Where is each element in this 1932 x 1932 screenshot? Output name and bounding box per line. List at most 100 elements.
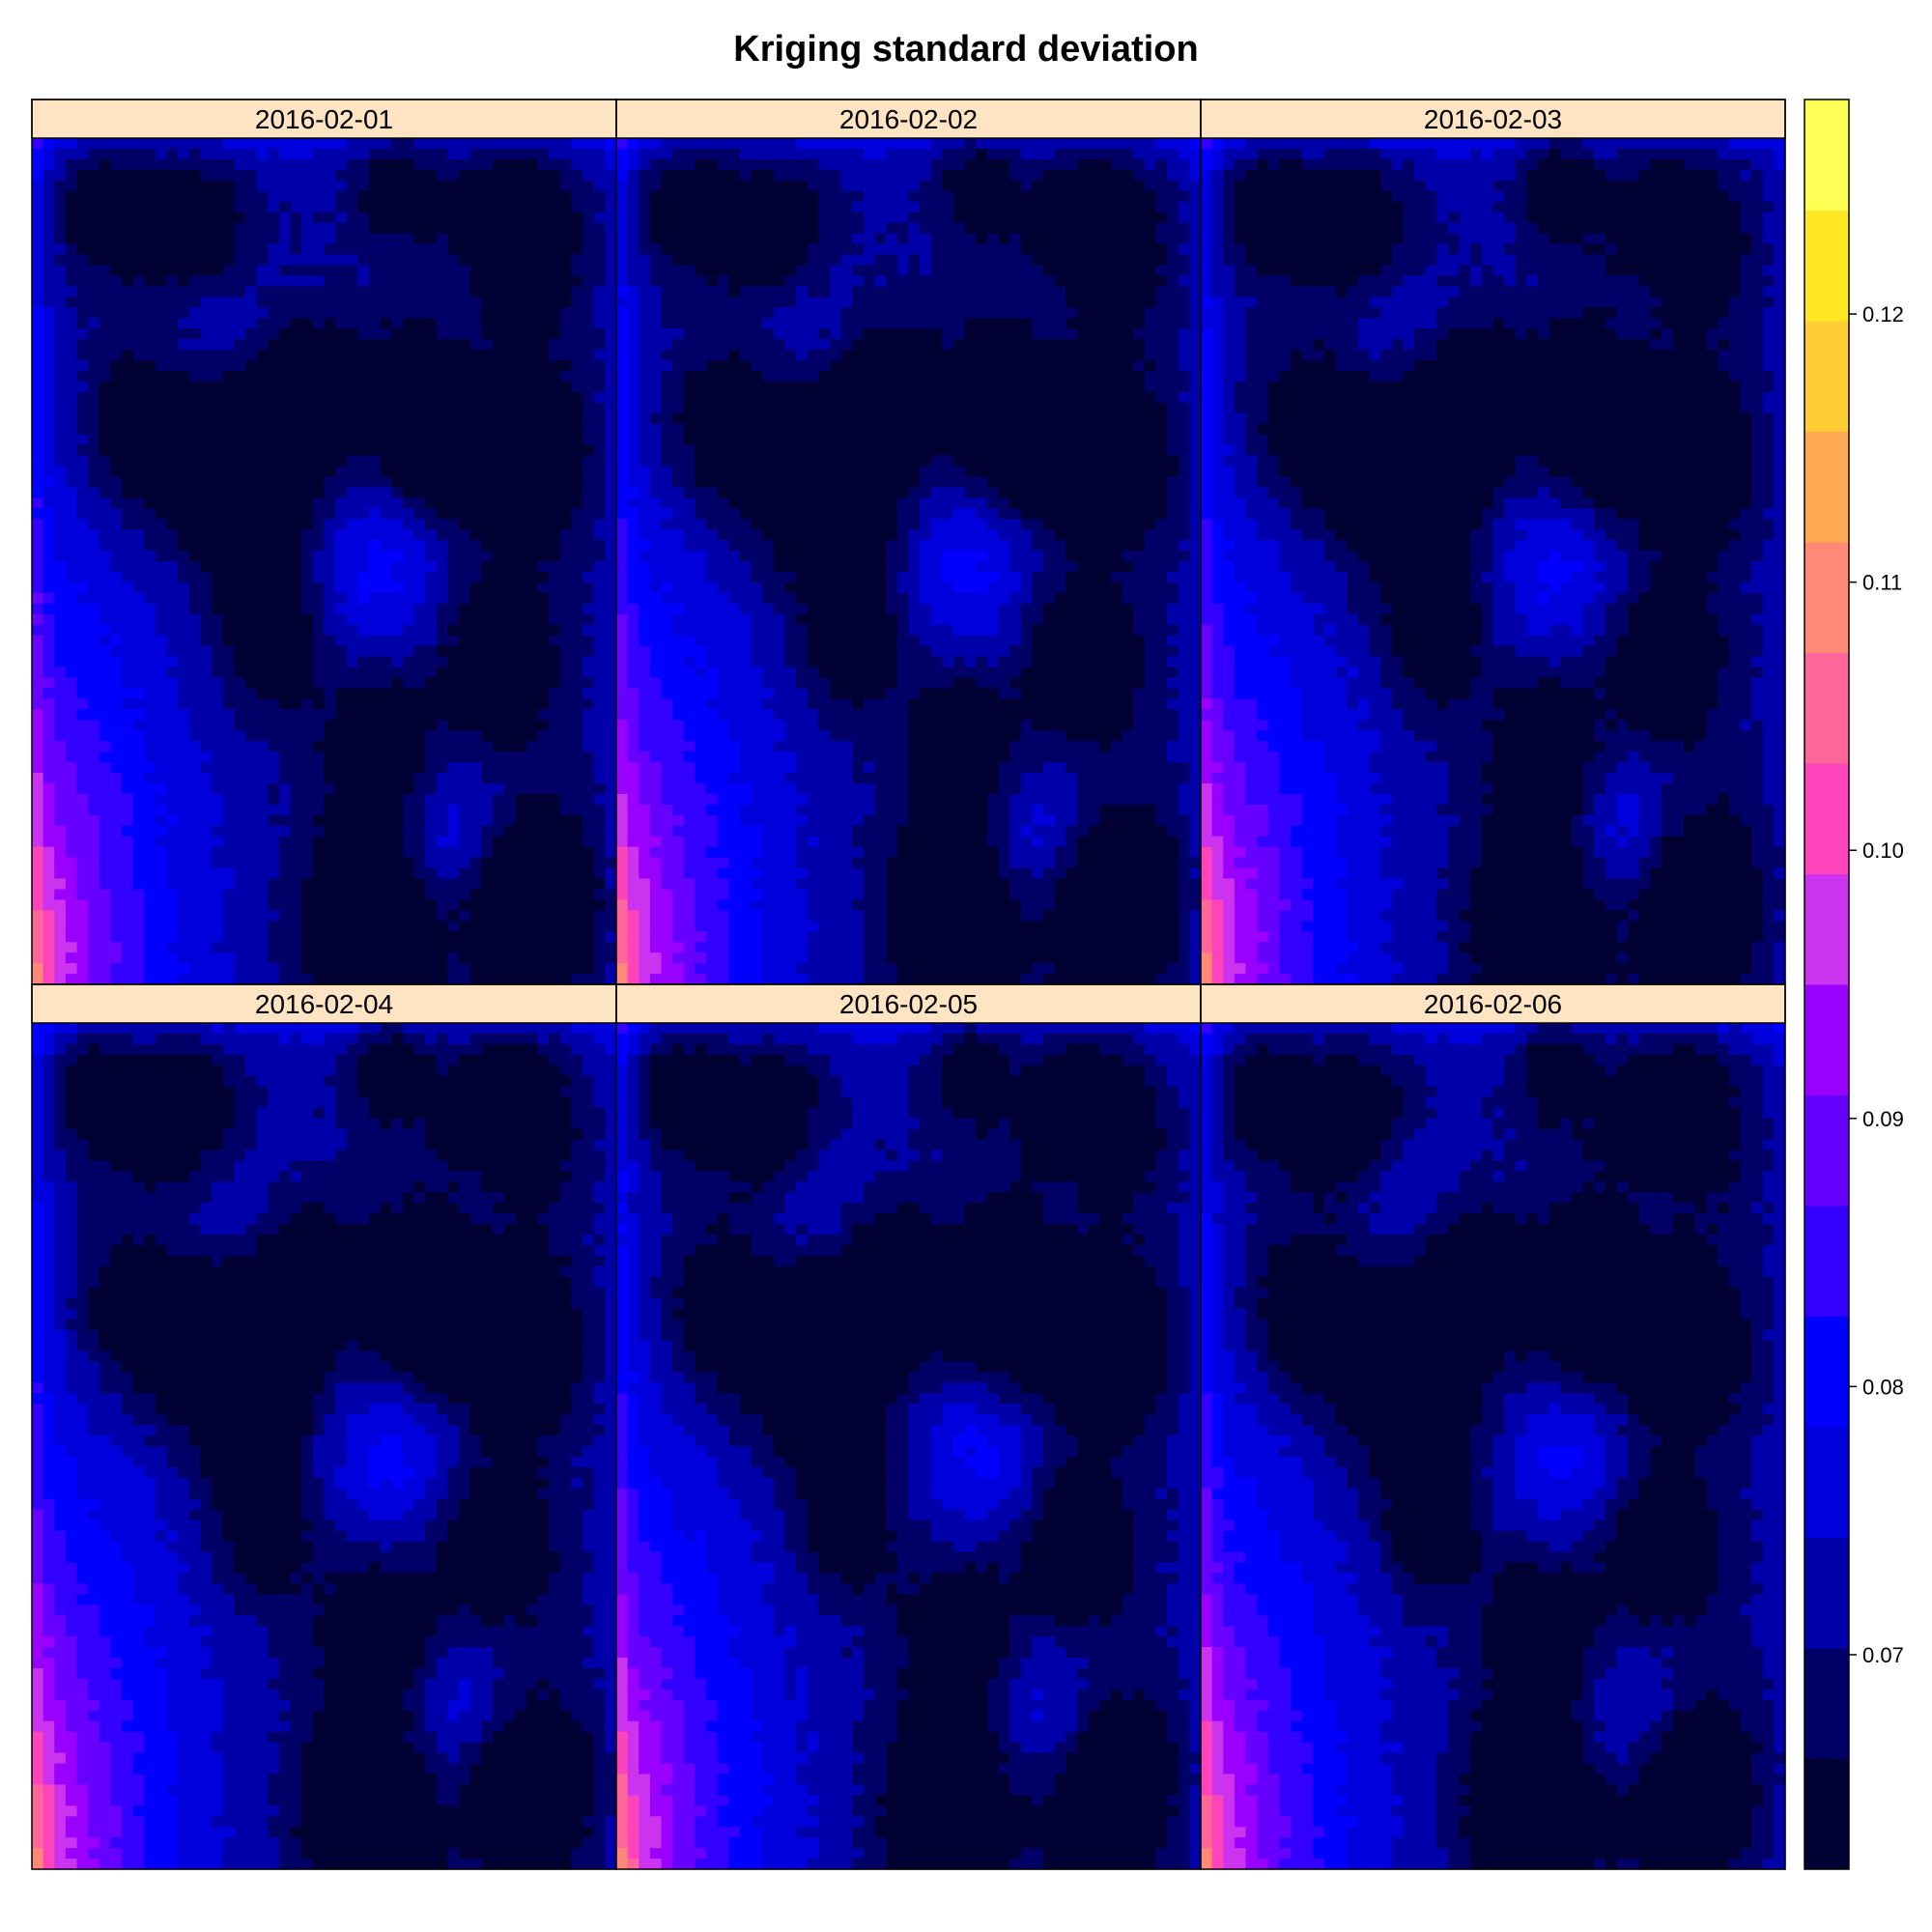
heatmap-cell (560, 244, 572, 256)
heatmap-cell (1089, 297, 1100, 308)
heatmap-cell (447, 826, 459, 838)
heatmap-cell (391, 837, 403, 848)
heatmap-cell (1133, 181, 1145, 192)
heatmap-cell (515, 698, 526, 710)
heatmap-cell (223, 794, 235, 806)
heatmap-cell (189, 339, 201, 351)
heatmap-cell (234, 328, 245, 340)
heatmap-cell (201, 286, 213, 298)
heatmap-cell (313, 677, 325, 689)
heatmap-cell (1043, 265, 1055, 276)
heatmap-cell (1055, 265, 1066, 276)
heatmap-cell (245, 202, 257, 213)
heatmap-cell (88, 191, 99, 203)
heatmap-cell (560, 963, 572, 975)
heatmap-cell (942, 202, 953, 213)
heatmap-cell (628, 138, 639, 150)
heatmap-cell (605, 952, 616, 964)
heatmap-cell (88, 720, 99, 731)
heatmap-cell (212, 382, 223, 393)
heatmap-cell (481, 604, 493, 615)
heatmap-cell (470, 456, 482, 468)
heatmap-cell (133, 435, 145, 446)
heatmap-cell (414, 709, 426, 721)
heatmap-cell (571, 931, 582, 943)
heatmap-cell (156, 307, 167, 319)
heatmap-cell (347, 234, 358, 245)
heatmap-cell (133, 297, 145, 308)
heatmap-cell (459, 159, 470, 171)
heatmap-cell (301, 297, 313, 308)
heatmap-cell (1077, 191, 1089, 203)
heatmap-cell (639, 170, 650, 182)
heatmap-cell (459, 636, 470, 647)
heatmap-cell (470, 741, 482, 753)
heatmap-cell (99, 149, 111, 160)
heatmap-cell (852, 213, 864, 224)
heatmap-cell (774, 213, 785, 224)
heatmap-cell (110, 424, 122, 436)
heatmap-cell (167, 435, 179, 446)
heatmap-cell (313, 138, 325, 150)
heatmap-cell (549, 720, 560, 731)
heatmap-cell (605, 572, 616, 583)
heatmap-cell (437, 858, 448, 869)
heatmap-cell (526, 783, 538, 795)
heatmap-cell (201, 741, 213, 753)
heatmap-cell (391, 297, 403, 308)
heatmap-cell (32, 360, 43, 372)
heatmap-cell (594, 921, 606, 932)
heatmap-cell (526, 952, 538, 964)
heatmap-cell (301, 868, 313, 880)
heatmap-cell (447, 741, 459, 753)
heatmap-cell (291, 698, 302, 710)
heatmap-cell (77, 974, 89, 985)
heatmap-cell (695, 159, 706, 171)
heatmap-cell (32, 657, 43, 668)
heatmap-cell (526, 698, 538, 710)
heatmap-cell (437, 668, 448, 679)
heatmap-cell (1009, 191, 1021, 203)
heatmap-cell (493, 847, 504, 859)
heatmap-cell (279, 952, 291, 964)
heatmap-cell (357, 403, 369, 414)
heatmap-cell (43, 138, 55, 150)
heatmap-cell (347, 435, 358, 446)
heatmap-cell (133, 741, 145, 753)
heatmap-cell (1099, 159, 1111, 171)
heatmap-cell (178, 392, 189, 404)
heatmap-cell (526, 328, 538, 340)
heatmap-cell (257, 614, 269, 626)
heatmap-cell (110, 974, 122, 985)
heatmap-cell (43, 360, 55, 372)
heatmap-cell (662, 223, 673, 235)
heatmap-cell (605, 286, 616, 298)
heatmap-cell (245, 826, 257, 838)
heatmap-cell (291, 170, 302, 182)
heatmap-cell (391, 561, 403, 573)
heatmap-cell (167, 445, 179, 457)
heatmap-cell (189, 519, 201, 530)
heatmap-cell (369, 223, 381, 235)
heatmap-cell (54, 424, 66, 436)
heatmap-cell (391, 593, 403, 605)
heatmap-cell (77, 698, 89, 710)
heatmap-cell (279, 191, 291, 203)
heatmap-cell (672, 297, 684, 308)
heatmap-cell (234, 403, 245, 414)
heatmap-cell (325, 826, 336, 838)
heatmap-cell (268, 159, 279, 171)
heatmap-cell (122, 730, 133, 742)
heatmap-cell (156, 234, 167, 245)
heatmap-cell (133, 138, 145, 150)
heatmap-cell (291, 424, 302, 436)
heatmap-cell (425, 297, 437, 308)
heatmap-cell (582, 497, 594, 509)
heatmap-cell (493, 223, 504, 235)
heatmap-cell (201, 223, 213, 235)
heatmap-cell (234, 307, 245, 319)
heatmap-cell (437, 519, 448, 530)
heatmap-cell (414, 307, 426, 319)
heatmap-cell (77, 213, 89, 224)
heatmap-cell (77, 540, 89, 552)
